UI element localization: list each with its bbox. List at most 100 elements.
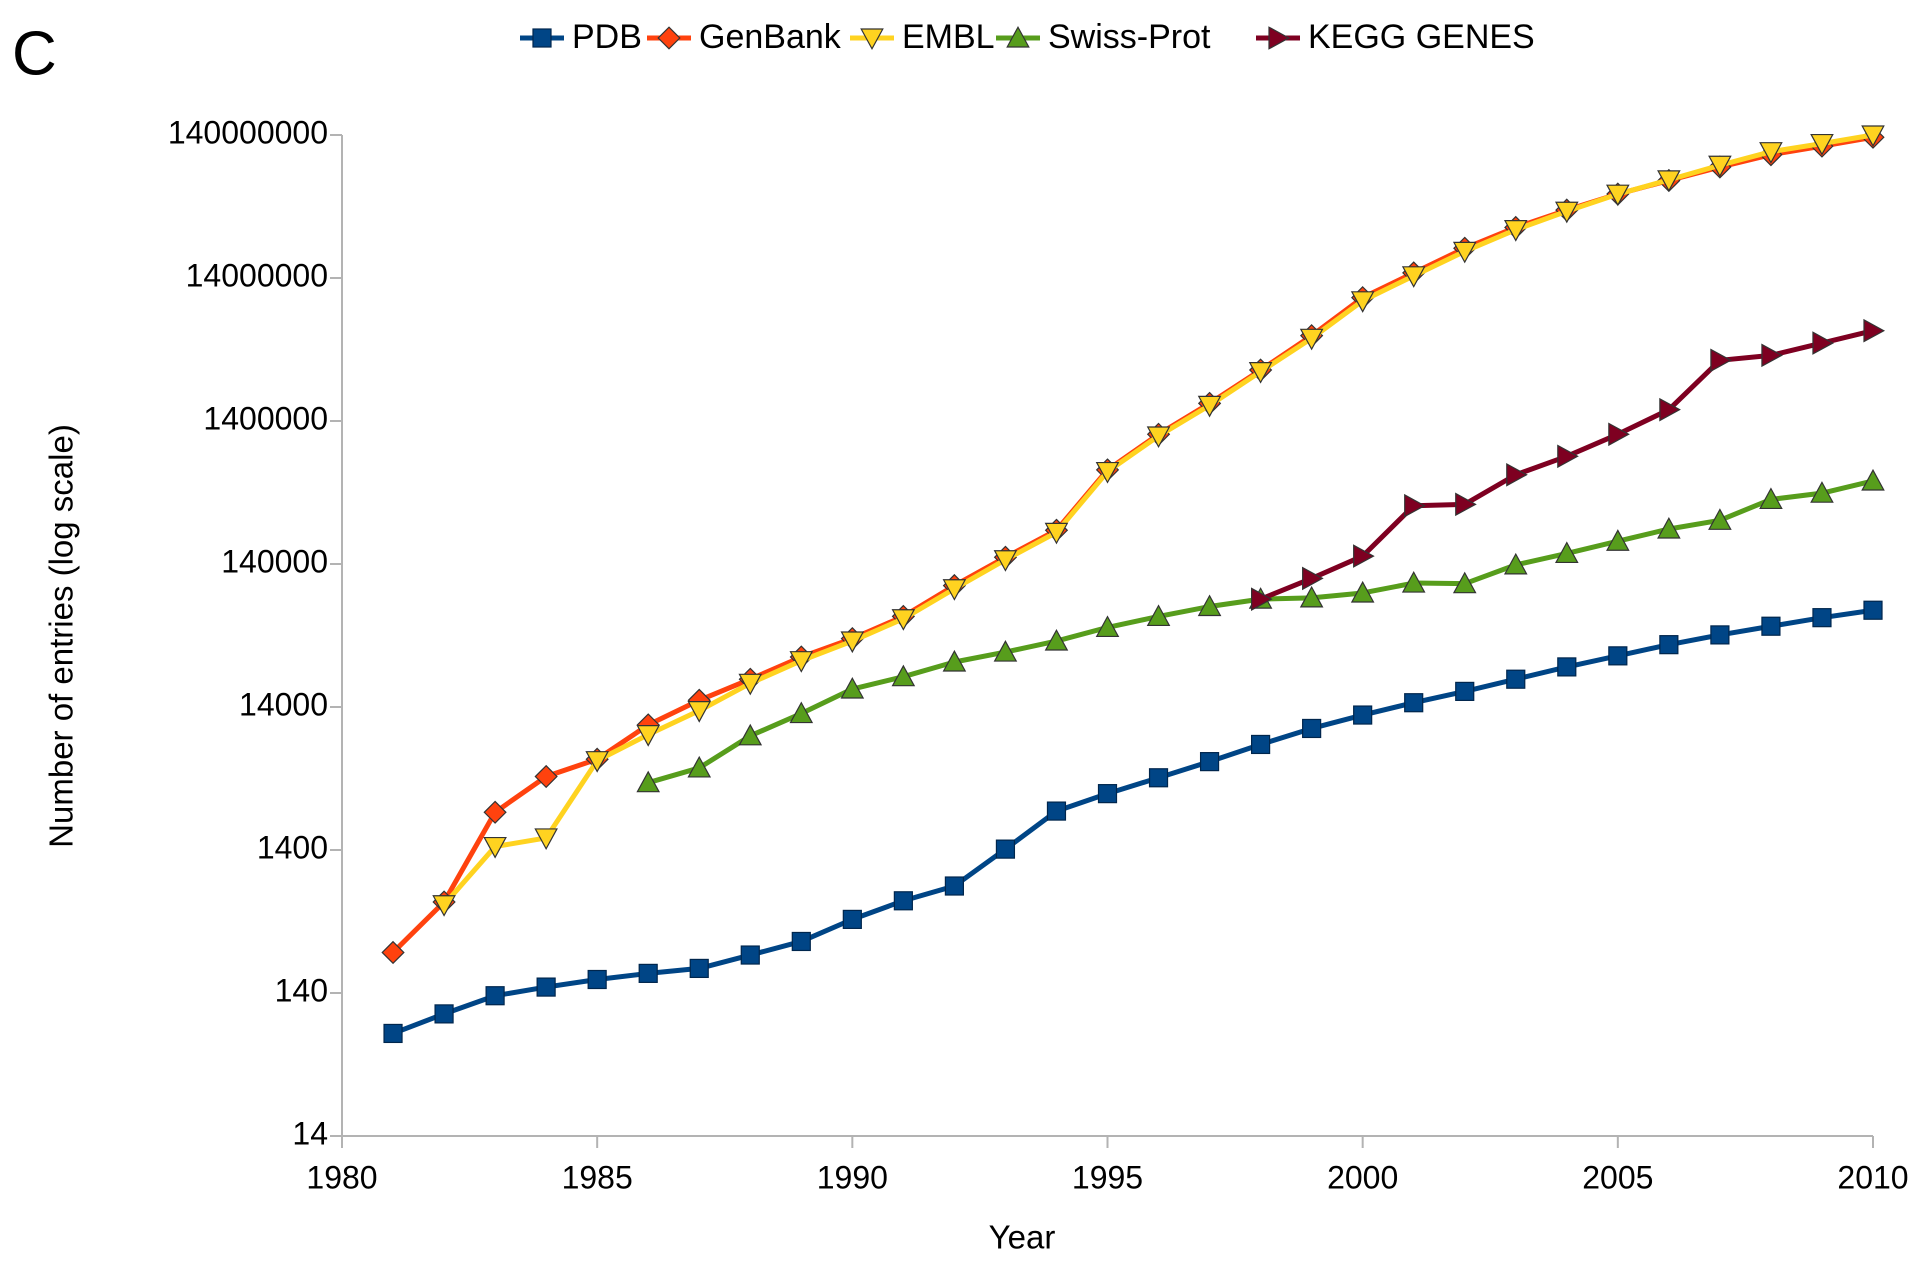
- marker: [993, 640, 1018, 662]
- marker: [1608, 422, 1630, 447]
- series-line: [391, 134, 1874, 955]
- marker: [1606, 184, 1630, 207]
- y-tick-label: 14000: [239, 686, 328, 722]
- marker: [1506, 669, 1526, 689]
- x-tick-label: 2005: [1582, 1159, 1653, 1195]
- marker: [1350, 291, 1375, 313]
- marker: [687, 701, 712, 723]
- marker: [1353, 544, 1375, 568]
- marker: [532, 28, 552, 48]
- marker: [1302, 718, 1322, 739]
- marker: [1506, 462, 1528, 487]
- y-axis-label: Number of entries (log scale): [43, 424, 80, 848]
- marker: [657, 26, 681, 50]
- panel-label: C: [12, 19, 57, 88]
- marker: [1710, 348, 1732, 373]
- marker: [1863, 318, 1886, 343]
- marker: [1299, 328, 1324, 351]
- series-line: [442, 132, 1874, 907]
- marker: [1250, 734, 1271, 755]
- marker: [1197, 395, 1222, 418]
- marker: [636, 770, 661, 793]
- marker: [1503, 220, 1528, 242]
- marker: [1657, 170, 1681, 192]
- marker: [1250, 587, 1273, 611]
- marker: [689, 958, 709, 979]
- marker: [1148, 768, 1169, 788]
- marker: [1659, 635, 1679, 655]
- y-tick-label: 14000000: [186, 257, 328, 293]
- x-axis-label: Year: [989, 1219, 1056, 1256]
- marker: [1812, 608, 1832, 628]
- marker: [1046, 801, 1067, 821]
- marker: [1401, 571, 1426, 593]
- marker: [1452, 571, 1477, 594]
- marker: [1761, 616, 1781, 636]
- marker: [1557, 657, 1577, 677]
- marker: [860, 28, 884, 51]
- marker: [534, 828, 558, 850]
- marker: [483, 836, 507, 859]
- marker: [1146, 604, 1171, 627]
- marker: [995, 839, 1016, 859]
- marker: [993, 550, 1018, 572]
- marker: [1404, 693, 1424, 713]
- marker: [1708, 508, 1732, 530]
- marker: [893, 891, 913, 911]
- y-tick-label: 1400000: [203, 400, 328, 436]
- marker: [1095, 615, 1120, 638]
- legend-text: GenBank: [699, 18, 842, 56]
- marker: [1606, 529, 1630, 551]
- marker: [1761, 343, 1783, 368]
- marker: [942, 649, 967, 672]
- marker: [1268, 26, 1291, 50]
- marker: [1863, 600, 1883, 620]
- marker: [638, 963, 658, 983]
- marker: [1248, 362, 1273, 384]
- marker: [587, 969, 607, 990]
- marker: [1302, 566, 1324, 591]
- marker: [383, 1023, 403, 1044]
- marker: [536, 977, 556, 997]
- marker: [1557, 444, 1579, 469]
- marker: [1657, 516, 1681, 539]
- marker: [1554, 201, 1579, 224]
- marker: [1759, 142, 1783, 164]
- x-tick-label: 1990: [817, 1159, 888, 1195]
- marker: [1708, 155, 1732, 178]
- y-tick-label: 140000: [221, 543, 328, 579]
- marker: [434, 1004, 454, 1024]
- y-tick-label: 140000000: [168, 114, 328, 150]
- marker: [1455, 492, 1477, 517]
- marker: [840, 676, 865, 699]
- marker: [1503, 552, 1528, 575]
- x-tick-label: 1985: [562, 1159, 633, 1195]
- legend-text: KEGG GENES: [1308, 18, 1535, 56]
- marker: [1812, 331, 1835, 355]
- marker: [1006, 25, 1030, 48]
- marker: [381, 940, 405, 965]
- marker: [944, 876, 965, 896]
- marker: [1861, 468, 1885, 491]
- series-line: [392, 607, 1874, 1036]
- series: [432, 125, 1885, 917]
- x-tick-label: 2010: [1837, 1159, 1908, 1195]
- marker: [1401, 266, 1426, 288]
- x-tick-label: 1995: [1072, 1159, 1143, 1195]
- marker: [1810, 481, 1834, 503]
- marker: [1810, 133, 1834, 156]
- marker: [789, 651, 814, 673]
- marker: [432, 895, 456, 917]
- marker: [1608, 646, 1628, 666]
- marker: [842, 909, 862, 929]
- marker: [891, 609, 916, 631]
- y-tick-label: 1400: [257, 829, 328, 865]
- marker: [1861, 125, 1885, 148]
- x-tick-label: 1980: [306, 1159, 377, 1195]
- legend-text: PDB: [572, 18, 642, 56]
- marker: [1146, 426, 1171, 449]
- marker: [1097, 784, 1118, 804]
- marker: [1455, 681, 1475, 701]
- marker: [1759, 487, 1783, 510]
